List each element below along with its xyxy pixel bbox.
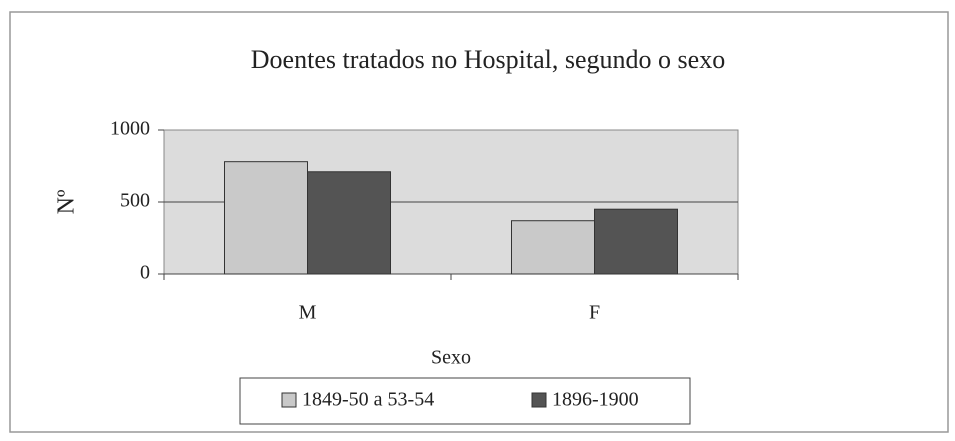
x-tick-label: F bbox=[589, 302, 600, 324]
bar bbox=[307, 171, 391, 275]
chart-title: Doentes tratados no Hospital, segundo o … bbox=[251, 45, 725, 74]
bar bbox=[511, 220, 595, 275]
legend-label: 1896-1900 bbox=[552, 389, 639, 411]
bar bbox=[594, 208, 678, 275]
legend bbox=[239, 377, 691, 425]
y-axis-label: Nº bbox=[54, 189, 80, 214]
x-axis-label: Sexo bbox=[431, 347, 471, 369]
y-tick-label: 1000 bbox=[110, 118, 150, 140]
y-tick-label: 500 bbox=[120, 190, 150, 212]
legend-swatch bbox=[281, 392, 297, 408]
y-tick-label: 0 bbox=[140, 262, 150, 284]
legend-swatch bbox=[531, 392, 547, 408]
legend-label: 1849-50 a 53-54 bbox=[302, 389, 434, 411]
bar bbox=[224, 161, 308, 275]
x-tick-label: M bbox=[299, 302, 317, 324]
